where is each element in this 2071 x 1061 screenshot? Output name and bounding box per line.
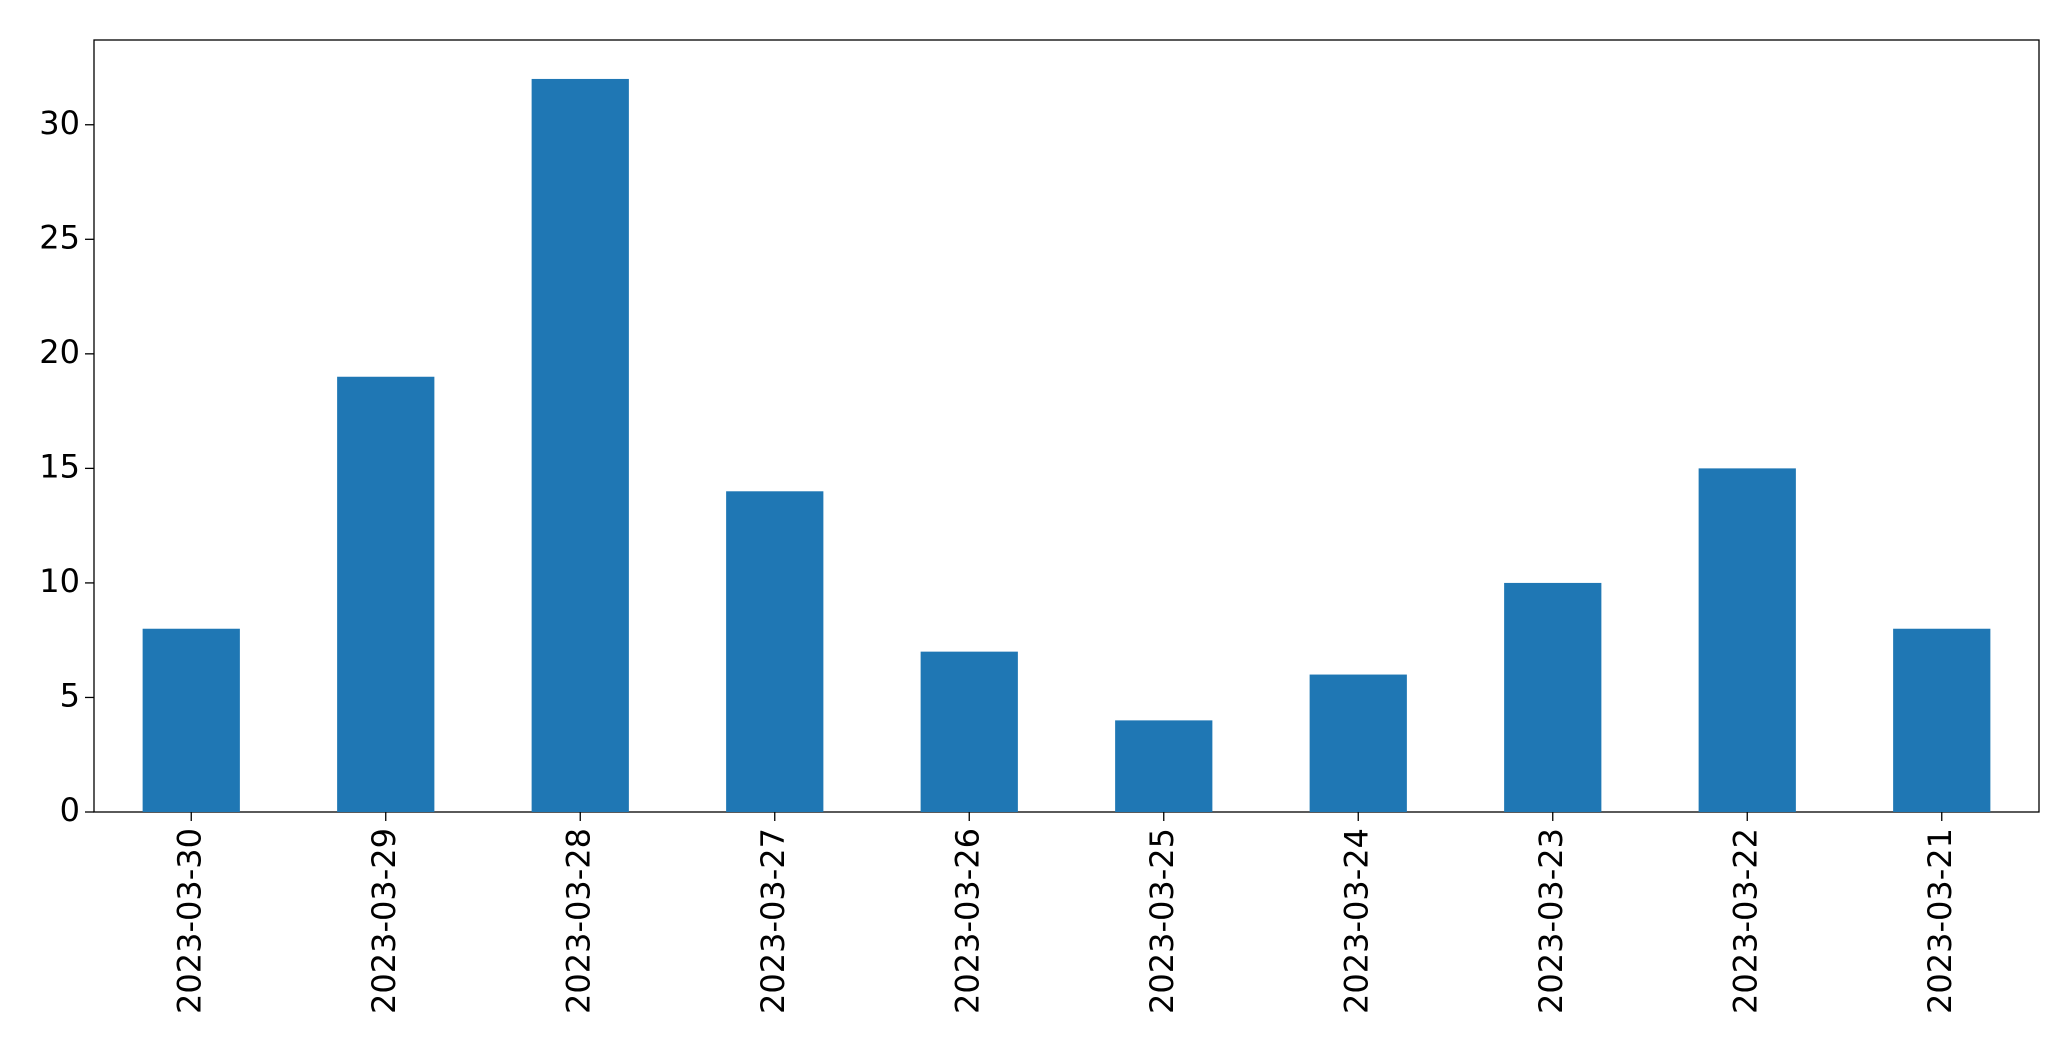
y-tick-label: 15 <box>39 447 80 485</box>
x-tick-label: 2023-03-24 <box>1337 828 1375 1014</box>
y-tick-label: 20 <box>39 333 80 371</box>
bar <box>1309 674 1407 812</box>
y-tick-label: 25 <box>39 218 80 256</box>
bar <box>1698 468 1796 812</box>
bar <box>337 376 435 812</box>
y-tick-label: 30 <box>39 104 80 142</box>
y-tick-label: 10 <box>39 562 80 600</box>
x-tick-label: 2023-03-27 <box>754 828 792 1014</box>
bar <box>531 78 629 813</box>
bar <box>726 491 824 812</box>
bar <box>1115 720 1213 812</box>
x-tick-label: 2023-03-29 <box>365 828 403 1014</box>
bar <box>1504 582 1602 812</box>
x-tick-label: 2023-03-22 <box>1726 828 1764 1014</box>
x-tick-label: 2023-03-21 <box>1921 828 1959 1014</box>
bar <box>920 651 1018 812</box>
x-tick-label: 2023-03-26 <box>948 828 986 1014</box>
bar <box>142 628 240 812</box>
x-tick-label: 2023-03-25 <box>1143 828 1181 1014</box>
x-tick-label: 2023-03-30 <box>170 828 208 1014</box>
plot-frame <box>93 39 2040 813</box>
x-tick-label: 2023-03-23 <box>1532 828 1570 1014</box>
y-tick-label: 5 <box>60 676 80 714</box>
bar <box>1893 628 1991 812</box>
y-tick-label: 0 <box>60 791 80 829</box>
x-tick-label: 2023-03-28 <box>559 828 597 1014</box>
